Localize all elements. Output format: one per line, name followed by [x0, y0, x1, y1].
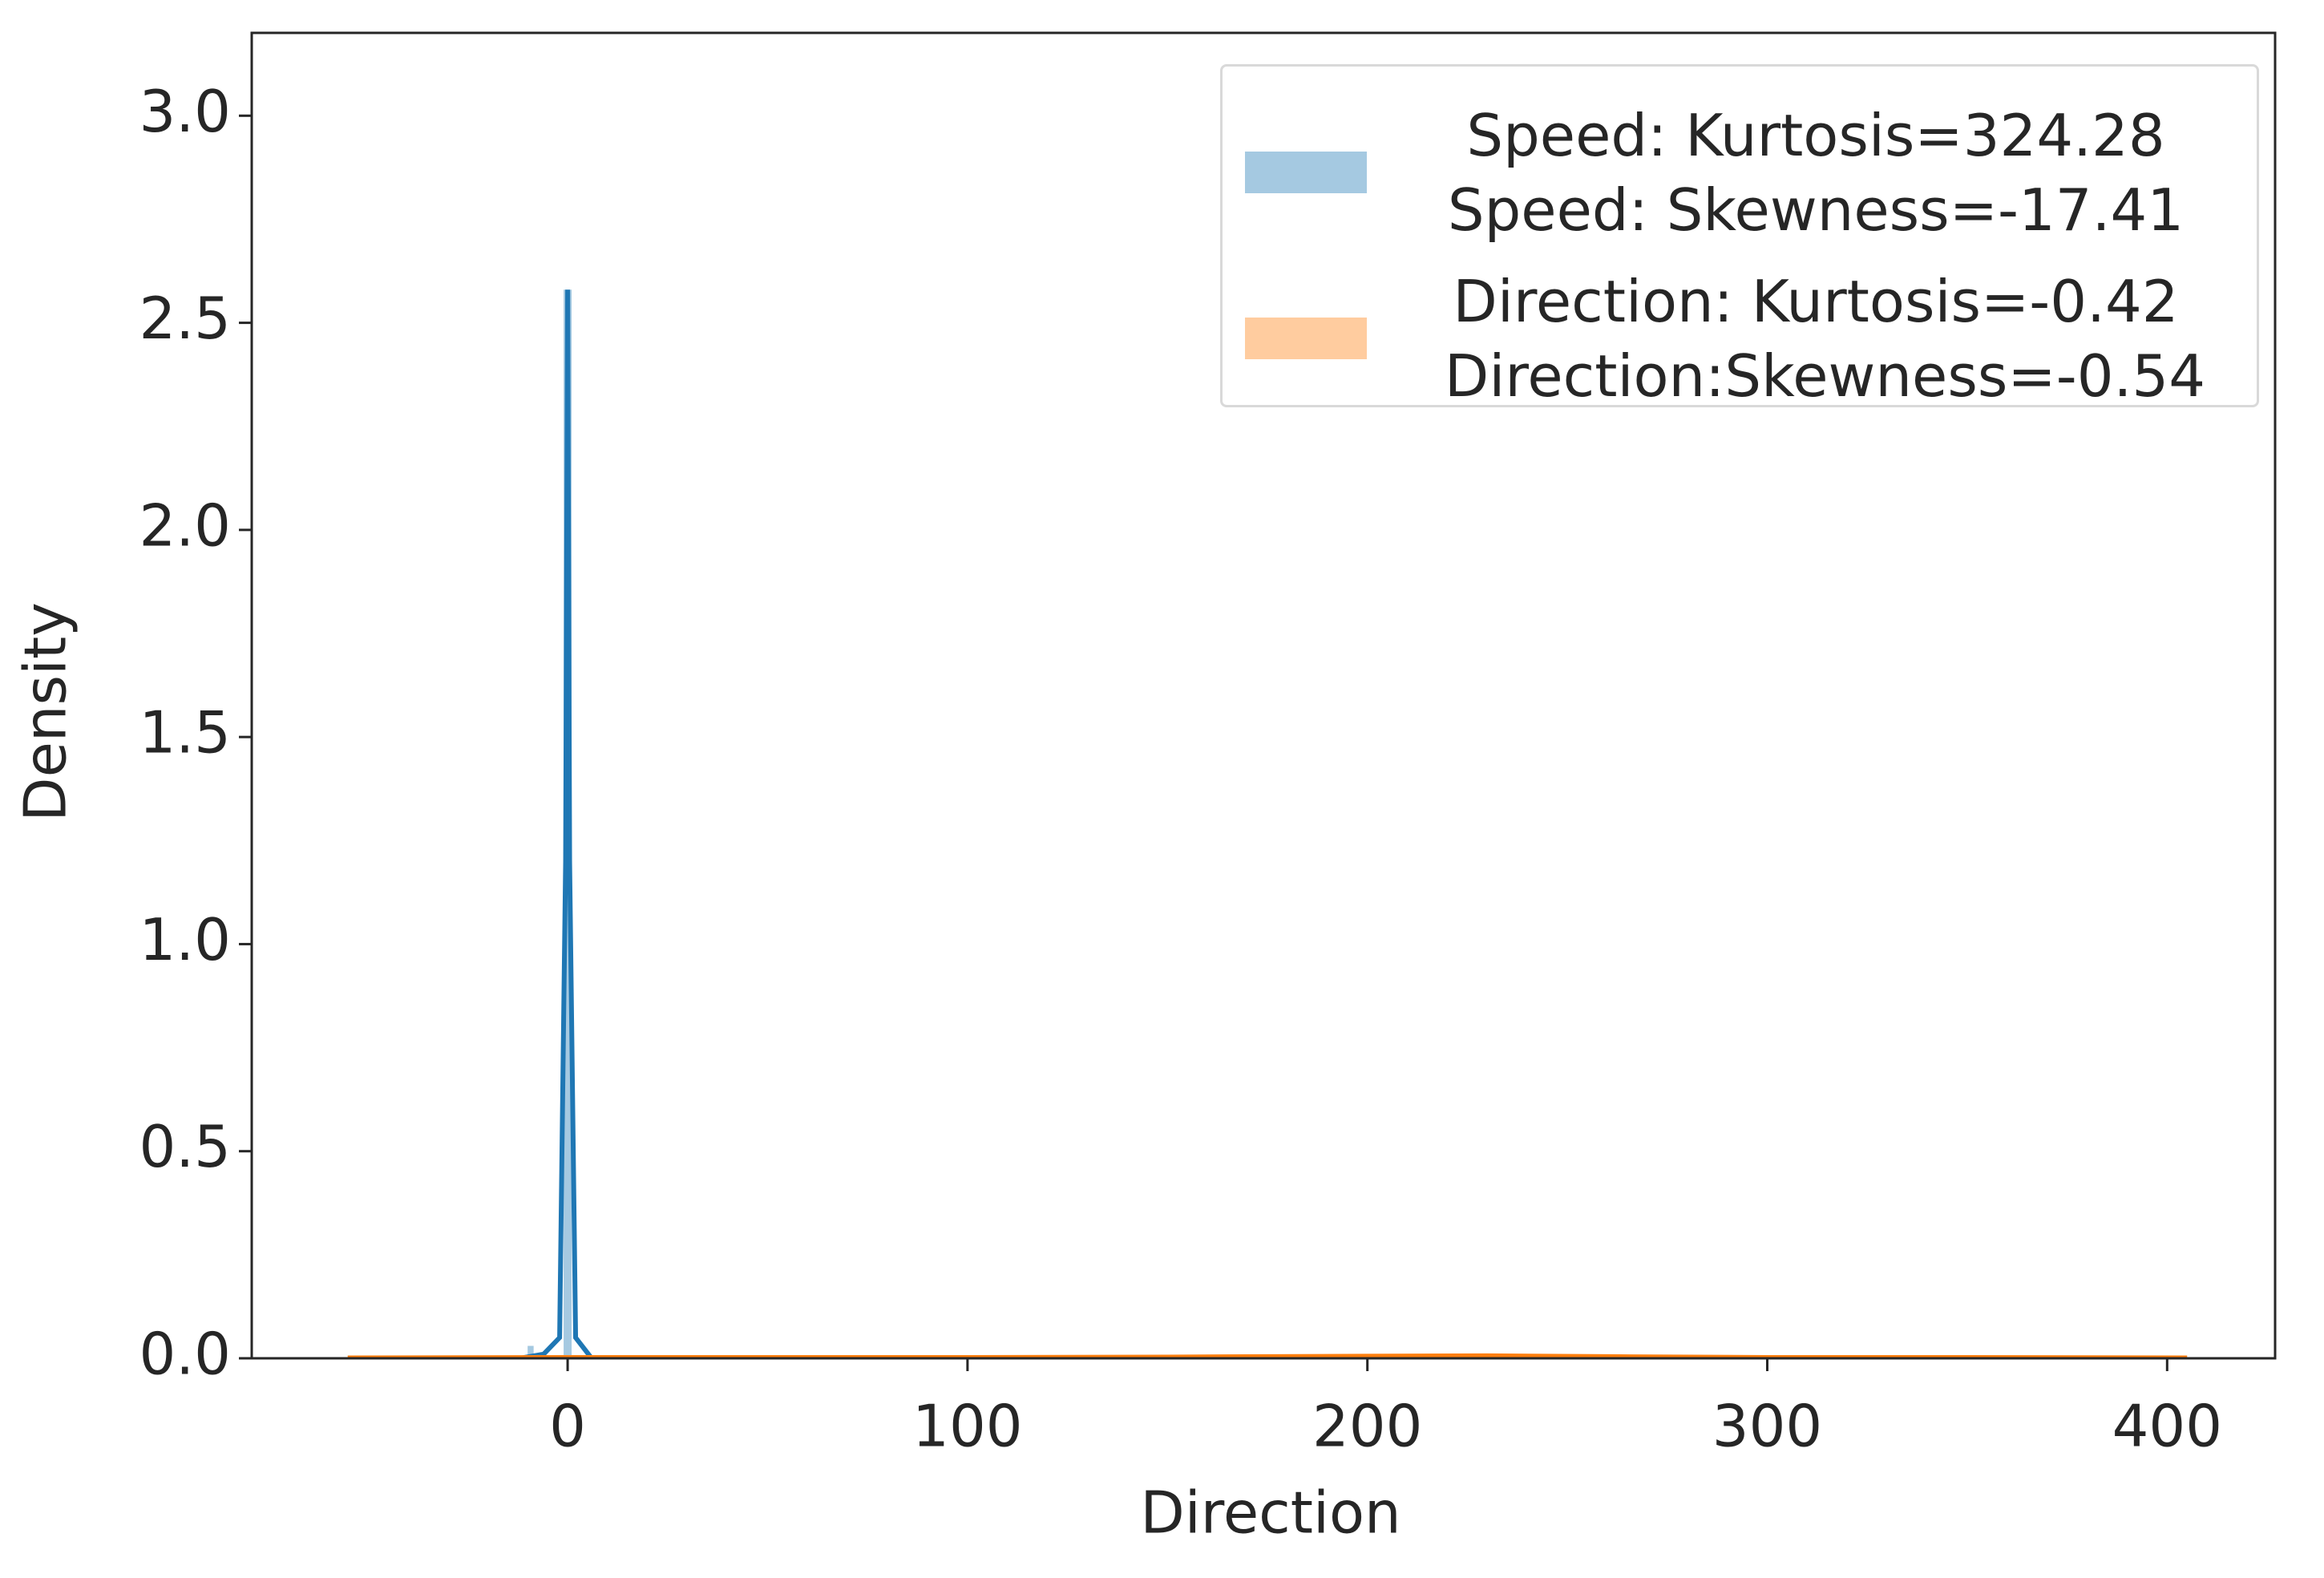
legend-label: Direction: Kurtosis=-0.42 Direction:Skew…	[1444, 268, 2205, 410]
legend-swatch	[1245, 152, 1367, 193]
legend-item: Direction: Kurtosis=-0.42 Direction:Skew…	[1223, 265, 2257, 414]
x-tick-label: 200	[1312, 1393, 1422, 1460]
hist-bar	[527, 1345, 534, 1358]
y-tick-label: 1.0	[139, 906, 231, 973]
legend-label: Speed: Kurtosis=324.28 Speed: Skewness=-…	[1447, 102, 2185, 244]
plot-area	[347, 289, 2188, 1358]
axes-frame	[250, 31, 2277, 1360]
x-tick-label: 0	[549, 1393, 586, 1460]
legend: Speed: Kurtosis=324.28 Speed: Skewness=-…	[1220, 64, 2259, 410]
y-axis-label: Density	[12, 602, 79, 822]
legend-item: Speed: Kurtosis=324.28 Speed: Skewness=-…	[1223, 99, 2257, 248]
x-tick-label: 400	[2112, 1393, 2222, 1460]
y-tick-label: 0.5	[139, 1113, 231, 1180]
y-tick-label: 2.0	[139, 492, 231, 559]
legend-swatch	[1245, 318, 1367, 359]
x-axis-label: Direction	[1140, 1479, 1400, 1547]
y-tick-label: 3.0	[139, 78, 231, 145]
y-tick-label: 1.5	[139, 699, 231, 767]
y-tick-label: 0.0	[139, 1321, 231, 1388]
kde-line	[519, 289, 594, 1358]
x-tick-label: 300	[1712, 1393, 1822, 1460]
y-tick-label: 2.5	[139, 285, 231, 352]
x-tick-label: 100	[912, 1393, 1022, 1460]
